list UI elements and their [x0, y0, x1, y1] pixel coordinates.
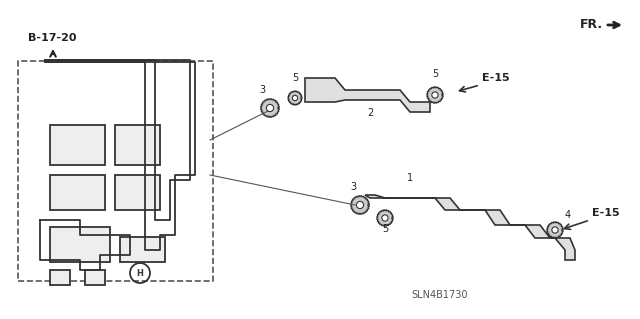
FancyBboxPatch shape — [120, 237, 165, 262]
Text: FR.: FR. — [580, 18, 603, 31]
Circle shape — [432, 92, 438, 98]
Polygon shape — [365, 195, 575, 260]
Circle shape — [356, 201, 364, 209]
FancyBboxPatch shape — [115, 175, 160, 210]
Text: 3: 3 — [350, 182, 356, 192]
Polygon shape — [260, 99, 280, 117]
Circle shape — [292, 95, 298, 101]
Polygon shape — [288, 91, 302, 105]
FancyBboxPatch shape — [85, 270, 105, 285]
FancyBboxPatch shape — [50, 227, 110, 262]
Text: E-15: E-15 — [592, 208, 620, 218]
Text: 5: 5 — [432, 69, 438, 79]
Text: 2: 2 — [367, 108, 373, 118]
Polygon shape — [427, 87, 443, 103]
Text: B-17-20: B-17-20 — [28, 33, 77, 43]
Polygon shape — [547, 222, 563, 238]
FancyBboxPatch shape — [50, 125, 105, 165]
FancyBboxPatch shape — [115, 125, 160, 165]
Text: H: H — [136, 269, 143, 278]
Text: 3: 3 — [259, 85, 265, 95]
Polygon shape — [305, 78, 430, 112]
FancyBboxPatch shape — [50, 175, 105, 210]
Text: SLN4B1730: SLN4B1730 — [412, 290, 468, 300]
Polygon shape — [377, 210, 393, 226]
FancyBboxPatch shape — [50, 270, 70, 285]
Text: E-15: E-15 — [482, 73, 509, 83]
Text: 1: 1 — [407, 173, 413, 183]
Text: 5: 5 — [382, 224, 388, 234]
Circle shape — [382, 215, 388, 221]
Text: 4: 4 — [565, 210, 571, 220]
Polygon shape — [351, 196, 369, 214]
Circle shape — [552, 227, 558, 233]
Text: 5: 5 — [292, 73, 298, 83]
FancyBboxPatch shape — [18, 61, 213, 281]
Circle shape — [266, 104, 274, 112]
